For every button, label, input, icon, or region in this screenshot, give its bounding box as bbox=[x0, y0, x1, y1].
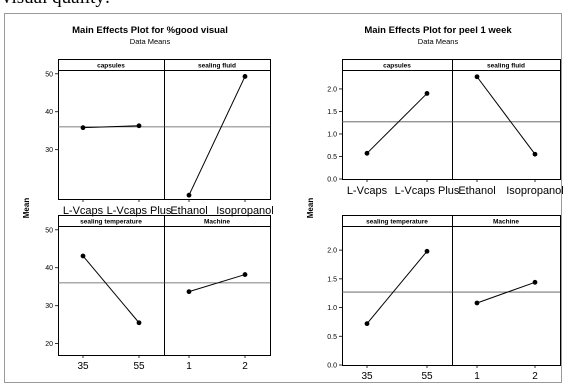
panel-frame bbox=[452, 59, 561, 180]
y-tick-label: 0.5 bbox=[327, 154, 337, 161]
y-tick-label: 30 bbox=[45, 147, 53, 154]
x-tick-label: Ethanol bbox=[458, 185, 495, 197]
x-tick-label: 35 bbox=[361, 371, 373, 382]
panel-frame bbox=[58, 215, 165, 356]
x-tick-label: 1 bbox=[186, 361, 192, 372]
effect-line bbox=[82, 255, 140, 324]
panel-frame bbox=[452, 215, 561, 366]
x-tick-label: 2 bbox=[532, 371, 538, 382]
caption-text: visual quality: bbox=[2, 0, 110, 9]
panel-title: sealing fluid bbox=[487, 63, 525, 70]
x-tick-label: L-Vcaps bbox=[63, 205, 104, 217]
x-tick-label: 55 bbox=[133, 361, 145, 372]
data-point bbox=[424, 91, 430, 96]
chart-title: Main Effects Plot for %good visual bbox=[72, 25, 228, 36]
chart-subtitle: Data Means bbox=[418, 37, 459, 46]
x-tick-label: L-Vcaps Plus bbox=[107, 205, 172, 217]
y-tick-label: 1.0 bbox=[327, 131, 337, 138]
panel-title: Machine bbox=[204, 219, 230, 226]
x-tick-label: Isopropanol bbox=[506, 185, 564, 197]
x-tick-label: 55 bbox=[421, 371, 433, 382]
panel-frame bbox=[58, 59, 165, 200]
y-tick-label: 2.0 bbox=[327, 86, 337, 93]
data-point bbox=[80, 253, 86, 259]
y-tick-label: 1.0 bbox=[327, 305, 337, 312]
y-tick-label: 50 bbox=[45, 71, 53, 78]
x-tick-label: 35 bbox=[77, 361, 89, 372]
figure-border bbox=[4, 13, 562, 383]
panel-title: Machine bbox=[493, 219, 519, 226]
data-point bbox=[474, 300, 480, 306]
effect-line bbox=[366, 93, 428, 154]
data-point bbox=[80, 125, 86, 131]
data-point bbox=[186, 192, 192, 198]
x-tick-label: Isopropanol bbox=[216, 205, 274, 217]
effect-line bbox=[82, 125, 140, 129]
y-tick-label: 1.5 bbox=[327, 109, 337, 116]
x-tick-label: Ethanol bbox=[170, 205, 207, 217]
x-tick-label: 2 bbox=[242, 361, 248, 372]
x-tick-label: L-Vcaps Plus bbox=[395, 185, 460, 197]
y-tick-label: 50 bbox=[45, 227, 53, 234]
y-tick-label: 40 bbox=[45, 109, 53, 116]
effect-line bbox=[476, 281, 536, 304]
y-tick-label: 20 bbox=[45, 341, 53, 348]
data-point bbox=[242, 272, 248, 277]
panel-frame bbox=[342, 215, 453, 366]
y-tick-label: 1.5 bbox=[327, 276, 337, 283]
data-point bbox=[136, 320, 142, 326]
data-point bbox=[532, 151, 538, 157]
x-tick-label: 1 bbox=[474, 371, 480, 382]
panel-frame bbox=[164, 215, 271, 356]
y-tick-label: 40 bbox=[45, 265, 53, 272]
data-point bbox=[364, 321, 370, 327]
panel-frame bbox=[342, 59, 453, 180]
effect-line bbox=[188, 76, 246, 196]
y-axis-label: Mean bbox=[22, 198, 31, 219]
y-tick-label: 30 bbox=[45, 303, 53, 310]
data-point bbox=[186, 289, 192, 295]
y-tick-label: 0.0 bbox=[327, 177, 337, 184]
effect-line bbox=[476, 76, 536, 155]
y-tick-label: 0.5 bbox=[327, 334, 337, 341]
panel-title: capsules bbox=[97, 63, 125, 70]
data-point bbox=[474, 74, 480, 80]
y-axis-label: Mean bbox=[306, 198, 315, 219]
x-tick-label: L-Vcaps bbox=[347, 185, 388, 197]
y-tick-label: 2.0 bbox=[327, 248, 337, 255]
effect-line bbox=[366, 250, 428, 324]
data-point bbox=[242, 74, 248, 79]
data-point bbox=[424, 248, 430, 254]
data-point bbox=[532, 279, 538, 285]
effect-line bbox=[188, 274, 246, 293]
panel-title: sealing fluid bbox=[198, 63, 236, 70]
chart-title: Main Effects Plot for peel 1 week bbox=[364, 25, 512, 36]
data-point bbox=[364, 150, 370, 156]
panel-title: capsules bbox=[383, 63, 411, 70]
chart-subtitle: Data Means bbox=[130, 37, 171, 46]
panel-title: sealing temperature bbox=[366, 219, 428, 226]
y-tick-label: 0.0 bbox=[327, 363, 337, 370]
panel-frame bbox=[164, 59, 271, 200]
panel-title: sealing temperature bbox=[80, 219, 142, 226]
data-point bbox=[136, 123, 142, 129]
